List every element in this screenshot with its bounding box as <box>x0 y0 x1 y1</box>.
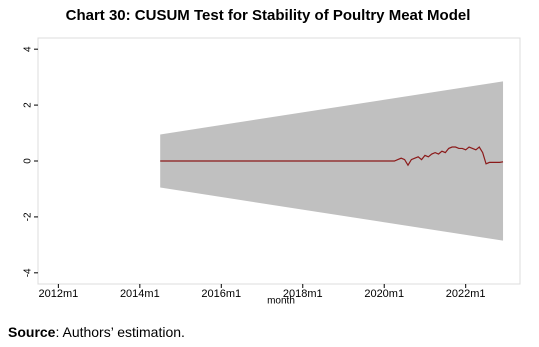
x-axis-label: month <box>267 296 295 307</box>
y-tick-label: 4 <box>23 46 34 52</box>
y-tick-label: -2 <box>23 212 34 221</box>
y-tick-label: 2 <box>23 102 34 108</box>
x-tick-label: 2012m1 <box>38 288 78 300</box>
source-text: : Authors’ estimation. <box>55 324 184 340</box>
source-note: Source: Authors’ estimation. <box>8 324 185 340</box>
x-tick-label: 2018m1 <box>283 288 323 300</box>
x-tick-label: 2014m1 <box>120 288 160 300</box>
y-tick-label: 0 <box>23 158 34 164</box>
source-label: Source <box>8 324 56 340</box>
chart-title: Chart 30: CUSUM Test for Stability of Po… <box>66 7 471 24</box>
y-tick-label: -4 <box>23 268 34 277</box>
cusum-line <box>160 146 504 167</box>
x-tick-label: 2022m1 <box>446 288 486 300</box>
x-tick-label: 2020m1 <box>364 288 404 300</box>
x-tick-label: 2016m1 <box>201 288 241 300</box>
